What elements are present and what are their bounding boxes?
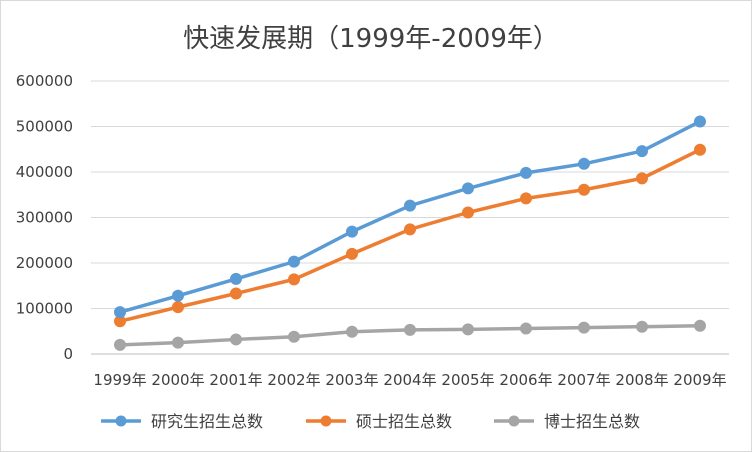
data-point xyxy=(114,338,126,351)
gridlines xyxy=(91,80,729,355)
y-tick-label: 200000 xyxy=(16,254,73,272)
series-layer xyxy=(114,115,706,351)
x-tick-label: 2005年 xyxy=(441,371,494,389)
x-tick-label: 2003年 xyxy=(325,371,378,389)
data-point xyxy=(230,287,242,300)
data-point xyxy=(636,145,648,158)
y-tick-label: 500000 xyxy=(16,118,73,136)
x-axis: 1999年 2000年 2001年 2002年 2003年 2004年 2005年 2006年… xyxy=(93,371,726,389)
data-point xyxy=(694,115,706,128)
data-point xyxy=(578,321,590,334)
data-point xyxy=(288,273,300,286)
data-point xyxy=(520,192,532,205)
legend-label: 研究生招生总数 xyxy=(151,412,263,431)
data-point xyxy=(694,319,706,332)
series-3 xyxy=(114,319,706,351)
legend-item: 博士招生总数 xyxy=(494,412,640,431)
y-tick-label: 400000 xyxy=(16,163,73,181)
legend-dot-marker xyxy=(115,415,127,427)
data-point xyxy=(520,322,532,335)
data-point xyxy=(346,325,358,338)
data-point xyxy=(636,320,648,333)
data-point xyxy=(578,183,590,196)
x-tick-label: 2009年 xyxy=(673,371,726,389)
series-1 xyxy=(114,115,706,319)
x-tick-label: 2006年 xyxy=(499,371,552,389)
data-point xyxy=(462,323,474,336)
data-point xyxy=(346,247,358,260)
x-tick-label: 2001年 xyxy=(209,371,262,389)
data-point xyxy=(346,225,358,238)
y-tick-label: 0 xyxy=(63,345,73,363)
legend: 研究生招生总数 硕士招生总数 博士招生总数 xyxy=(101,412,640,431)
legend-label: 硕士招生总数 xyxy=(356,412,452,431)
data-point xyxy=(288,330,300,343)
y-axis: 0 100000 200000 300000 400000 500000 600000 xyxy=(16,72,73,363)
x-tick-label: 2008年 xyxy=(615,371,668,389)
x-tick-label: 2000年 xyxy=(151,371,204,389)
data-point xyxy=(288,255,300,268)
data-point xyxy=(230,333,242,346)
data-point xyxy=(462,206,474,219)
y-tick-label: 300000 xyxy=(16,209,73,227)
x-tick-label: 2004年 xyxy=(383,371,436,389)
data-point xyxy=(230,272,242,285)
data-point xyxy=(114,306,126,319)
data-point xyxy=(172,301,184,314)
chart-title: 快速发展期（1999年-2009年） xyxy=(183,24,559,54)
data-point xyxy=(172,336,184,349)
data-point xyxy=(404,323,416,336)
data-point xyxy=(462,182,474,195)
legend-item: 硕士招生总数 xyxy=(306,412,452,431)
series-line xyxy=(119,148,701,323)
data-point xyxy=(636,172,648,185)
series-2 xyxy=(114,143,706,328)
data-point xyxy=(694,143,706,156)
y-tick-label: 600000 xyxy=(16,72,73,90)
x-tick-label: 2002年 xyxy=(267,371,320,389)
series-line xyxy=(119,119,701,314)
data-point xyxy=(520,166,532,179)
data-point xyxy=(404,223,416,236)
legend-dot-marker xyxy=(508,415,520,427)
x-tick-label: 2007年 xyxy=(557,371,610,389)
legend-label: 博士招生总数 xyxy=(544,412,640,431)
x-tick-label: 1999年 xyxy=(93,371,146,389)
y-tick-label: 100000 xyxy=(16,300,73,318)
legend-item: 研究生招生总数 xyxy=(101,412,263,431)
data-point xyxy=(404,199,416,212)
legend-dot-marker xyxy=(320,415,332,427)
data-point xyxy=(172,289,184,302)
data-point xyxy=(578,157,590,170)
